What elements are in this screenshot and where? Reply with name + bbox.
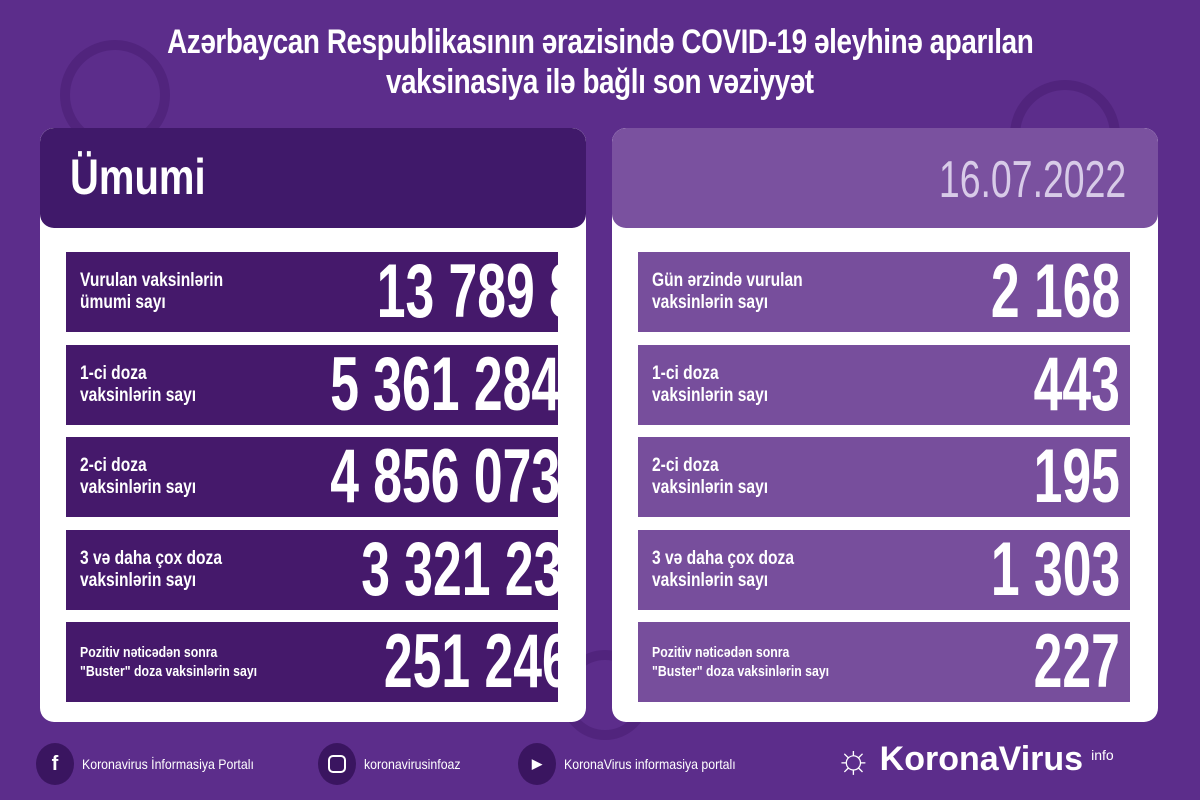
stat-value: 5 361 284 xyxy=(329,342,560,427)
stat-value: 443 xyxy=(1033,342,1120,427)
facebook-icon: f xyxy=(36,743,74,785)
stat-value: 4 856 073 xyxy=(329,434,560,519)
facebook-label: Koronavirus İnformasiya Portalı xyxy=(82,756,254,772)
page-title: Azərbaycan Respublikasının ərazisində CO… xyxy=(0,22,1200,102)
stat-row: 3 və daha çox doza vaksinlərin sayı 1 303 xyxy=(638,530,1130,610)
stat-label: Vurulan vaksinlərin ümumi sayı xyxy=(80,270,224,313)
total-card: Ümumi Vurulan vaksinlərin ümumi sayı 13 78… xyxy=(40,128,586,722)
stat-label: Gün ərzində vurulan vaksinlərin sayı xyxy=(652,270,803,313)
stat-row: 3 və daha çox doza vaksinlərin sayı 3 321 … xyxy=(66,530,586,610)
logo-sup: info xyxy=(1091,747,1114,763)
stat-row: Gün ərzində vurulan vaksinlərin sayı 2 168 xyxy=(638,252,1130,332)
stat-label: Pozitiv nəticədən sonra "Buster" doza vak… xyxy=(652,644,830,680)
title-line-2: vaksinasiya ilə bağlı son vəziyyət xyxy=(386,63,814,101)
instagram-icon xyxy=(318,743,356,785)
date-label: 16.07.2022 xyxy=(938,151,1126,209)
stat-label: 1-ci doza vaksinlərin sayı xyxy=(652,363,769,406)
stat-row: 2-ci doza vaksinlərin sayı 195 xyxy=(638,437,1130,517)
total-header: Ümumi xyxy=(40,128,586,228)
stat-row: 2-ci doza vaksinlərin sayı 4 856 073 xyxy=(66,434,560,519)
stat-row: Pozitiv nəticədən sonra "Buster" doza vak… xyxy=(66,622,571,702)
total-heading: Ümumi xyxy=(70,149,206,205)
stat-value: 251 246 xyxy=(383,619,571,704)
stat-label: 2-ci doza vaksinlərin sayı xyxy=(80,455,197,498)
stat-value: 1 303 xyxy=(990,527,1120,612)
stat-row: 1-ci doza vaksinlərin sayı 443 xyxy=(638,345,1130,425)
logo-name: KoronaVirus xyxy=(879,739,1084,778)
footer: f Koronavirus İnformasiya Portalı koronav… xyxy=(0,735,1200,795)
stat-label: 2-ci doza vaksinlərin sayı xyxy=(652,455,769,498)
daily-header: 16.07.2022 xyxy=(612,128,1158,228)
instagram-link[interactable]: koronavirusinfoaz xyxy=(318,743,474,785)
koronavirus-logo: ☼ KoronaVirus info xyxy=(835,739,1114,779)
stat-label: 3 və daha çox doza vaksinlərin sayı xyxy=(652,548,795,591)
youtube-label: KoronaVirus informasiya portalı xyxy=(564,756,736,772)
stat-value: 195 xyxy=(1033,434,1120,519)
stat-label: 1-ci doza vaksinlərin sayı xyxy=(80,363,197,406)
sun-virus-icon: ☼ xyxy=(835,737,872,781)
stat-label: Pozitiv nəticədən sonra "Buster" doza vak… xyxy=(80,644,258,680)
stat-value: 2 168 xyxy=(990,249,1120,334)
instagram-label: koronavirusinfoaz xyxy=(364,756,461,772)
daily-card: 16.07.2022 Gün ərzində vurulan vaksinləri… xyxy=(612,128,1158,722)
title-line-1: Azərbaycan Respublikasının ərazisində CO… xyxy=(166,23,1034,61)
youtube-icon: ▶ xyxy=(518,743,556,785)
stat-row: Pozitiv nəticədən sonra "Buster" doza vak… xyxy=(638,622,1130,702)
youtube-link[interactable]: ▶ KoronaVirus informasiya portalı xyxy=(518,743,759,785)
facebook-link[interactable]: f Koronavirus İnformasiya Portalı xyxy=(36,743,277,785)
stat-label: 3 və daha çox doza vaksinlərin sayı xyxy=(80,548,223,591)
stat-value: 227 xyxy=(1033,619,1120,704)
stat-value: 13 789 842 xyxy=(376,249,586,334)
stat-value: 3 321 239 xyxy=(361,527,586,612)
stat-row: 1-ci doza vaksinlərin sayı 5 361 284 xyxy=(66,342,560,427)
